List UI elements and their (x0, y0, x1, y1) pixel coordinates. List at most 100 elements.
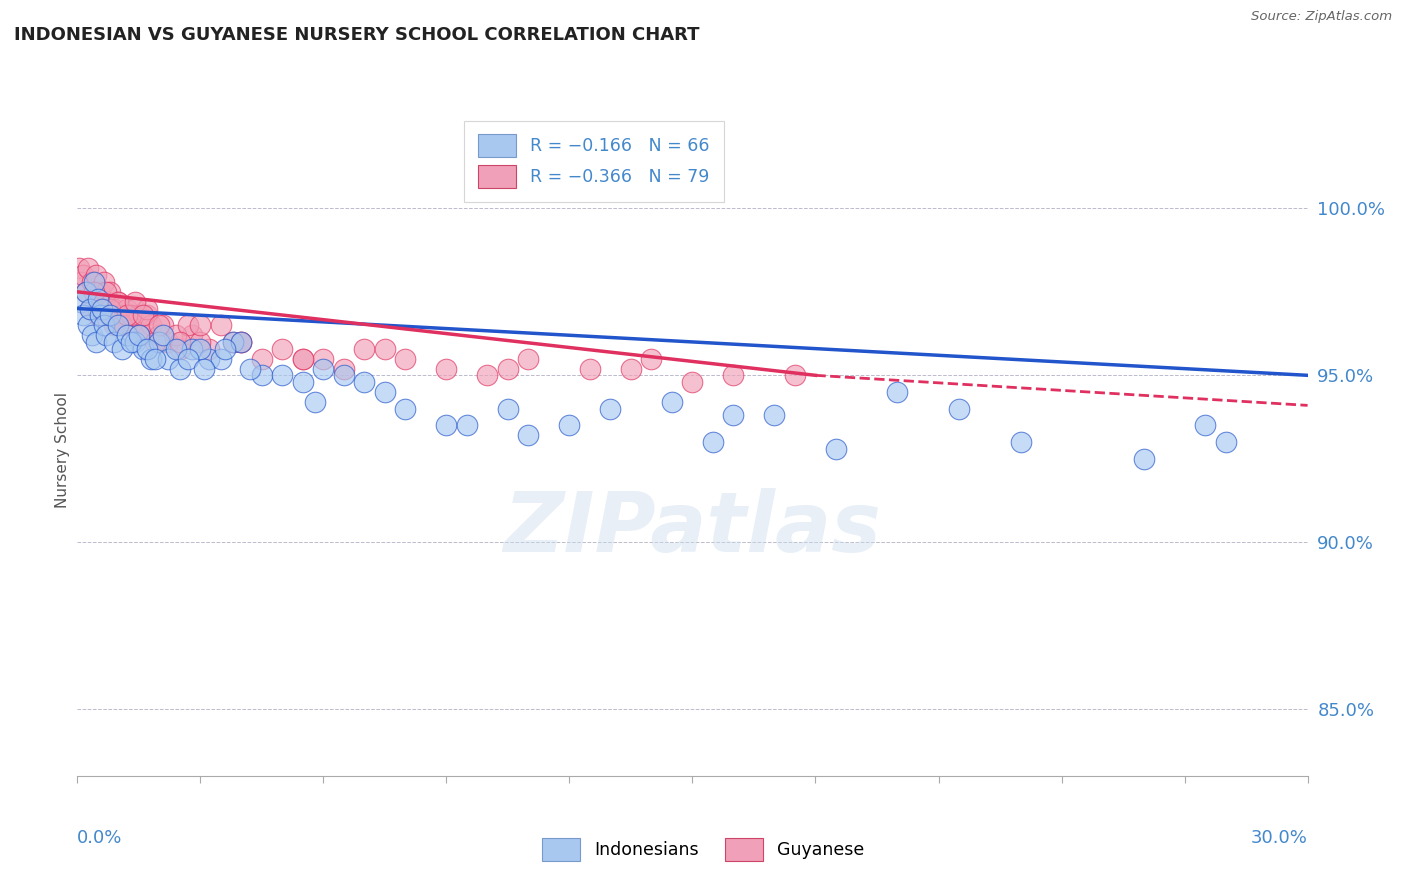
Point (169, 361, 191, 376)
Point (948, 401, 970, 416)
Point (132, 342, 155, 356)
Legend: R = −0.166   N = 66, R = −0.366   N = 79: R = −0.166 N = 66, R = −0.366 N = 79 (464, 120, 724, 202)
Point (120, 308, 142, 322)
Point (97, 294, 120, 309)
Point (291, 375, 314, 389)
Point (107, 294, 129, 309)
Point (115, 301, 138, 316)
Point (394, 401, 416, 416)
Point (702, 435, 724, 450)
Point (79, 301, 101, 316)
Point (599, 401, 621, 416)
Point (93, 275, 115, 289)
Point (70, 275, 93, 289)
Point (640, 351, 662, 366)
Point (886, 384, 908, 399)
Point (1132, 451, 1154, 466)
Point (312, 351, 335, 366)
Point (250, 351, 273, 366)
Point (1010, 435, 1032, 450)
Text: Source: ZipAtlas.com: Source: ZipAtlas.com (1251, 10, 1392, 22)
Point (682, 375, 704, 389)
Point (105, 318, 128, 333)
Point (84, 334, 107, 349)
Point (222, 334, 245, 349)
Point (80, 275, 103, 289)
Point (333, 368, 356, 383)
Point (181, 328, 204, 343)
Point (128, 308, 150, 322)
Point (84, 268, 107, 282)
Point (87, 308, 110, 322)
Point (222, 334, 245, 349)
Point (231, 334, 253, 349)
Y-axis label: Nursery School: Nursery School (55, 392, 70, 508)
Point (132, 308, 155, 322)
Point (115, 328, 138, 343)
Point (517, 428, 540, 442)
Point (291, 351, 314, 366)
Point (214, 342, 236, 356)
Point (231, 334, 253, 349)
Text: ZIPatlas: ZIPatlas (503, 488, 882, 569)
Point (152, 328, 174, 343)
Point (143, 334, 166, 349)
Point (304, 395, 326, 409)
Point (723, 368, 745, 383)
Point (783, 368, 806, 383)
Point (496, 401, 519, 416)
Point (76, 261, 98, 276)
Point (156, 351, 179, 366)
Point (141, 318, 163, 333)
Point (136, 301, 159, 316)
Point (152, 318, 174, 333)
Point (312, 361, 335, 376)
Point (115, 308, 138, 322)
Point (132, 328, 155, 343)
Text: 30.0%: 30.0% (1251, 829, 1308, 847)
Point (141, 351, 163, 366)
Point (103, 301, 125, 316)
Point (250, 368, 273, 383)
Point (111, 342, 134, 356)
Point (79, 301, 101, 316)
Point (579, 361, 602, 376)
Point (79, 301, 101, 316)
Point (197, 342, 219, 356)
Text: 0.0%: 0.0% (77, 829, 122, 847)
Point (75, 285, 97, 299)
Point (72, 308, 94, 322)
Legend: Indonesians, Guyanese: Indonesians, Guyanese (529, 824, 877, 874)
Point (120, 334, 142, 349)
Point (98, 285, 121, 299)
Point (723, 409, 745, 423)
Point (209, 318, 232, 333)
Point (80, 328, 103, 343)
Point (93, 318, 115, 333)
Point (374, 384, 396, 399)
Point (103, 334, 125, 349)
Point (83, 285, 105, 299)
Point (136, 308, 159, 322)
Point (181, 342, 204, 356)
Point (436, 418, 458, 433)
Point (128, 328, 150, 343)
Point (333, 361, 356, 376)
Point (75, 285, 97, 299)
Point (193, 361, 215, 376)
Point (374, 342, 396, 356)
Point (94, 285, 117, 299)
Point (94, 328, 117, 343)
Point (103, 318, 125, 333)
Point (89, 308, 111, 322)
Point (148, 334, 170, 349)
Point (1194, 418, 1216, 433)
Point (72, 268, 94, 282)
Point (1215, 435, 1237, 450)
Point (188, 342, 212, 356)
Point (169, 334, 191, 349)
Point (197, 351, 219, 366)
Point (239, 361, 262, 376)
Point (825, 442, 848, 456)
Point (98, 308, 121, 322)
